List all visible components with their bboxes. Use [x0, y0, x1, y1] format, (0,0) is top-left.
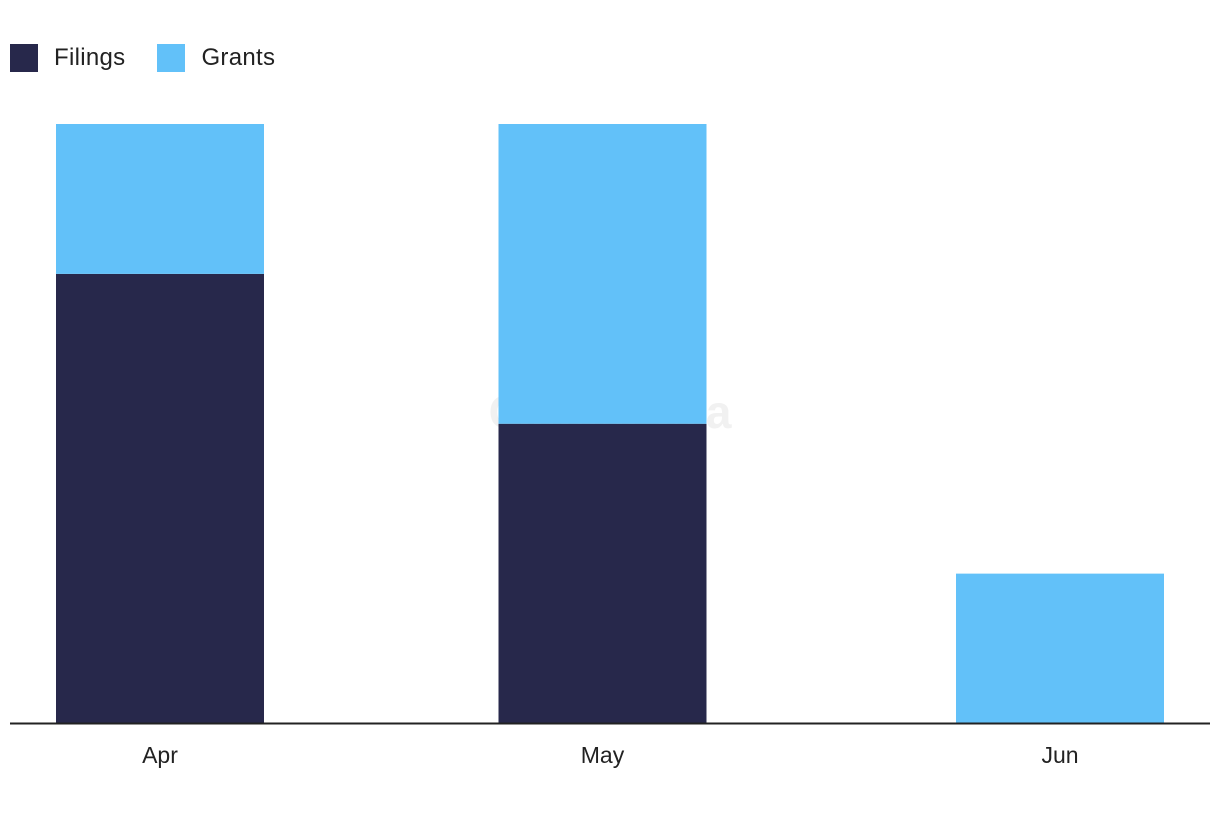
legend-swatch-grants — [157, 44, 186, 72]
legend-swatch-filings — [10, 44, 38, 72]
x-tick-label-apr: Apr — [142, 742, 178, 768]
legend-item-filings: Filings — [10, 44, 125, 72]
bar-grants-apr — [56, 124, 264, 274]
x-tick-label-may: May — [581, 742, 625, 768]
legend-item-grants: Grants — [157, 44, 275, 72]
chart-legend: Filings Grants — [10, 44, 275, 72]
bar-grants-jun — [956, 573, 1164, 724]
legend-label-grants: Grants — [201, 44, 276, 71]
bar-grants-may — [498, 124, 707, 424]
bars-layer — [56, 124, 1164, 724]
bar-filings-may — [498, 423, 707, 724]
x-tick-label-jun: Jun — [1041, 742, 1078, 768]
bar-filings-apr — [56, 273, 264, 724]
legend-label-filings: Filings — [54, 44, 126, 71]
x-axis: Apr May Jun — [10, 722, 1210, 768]
